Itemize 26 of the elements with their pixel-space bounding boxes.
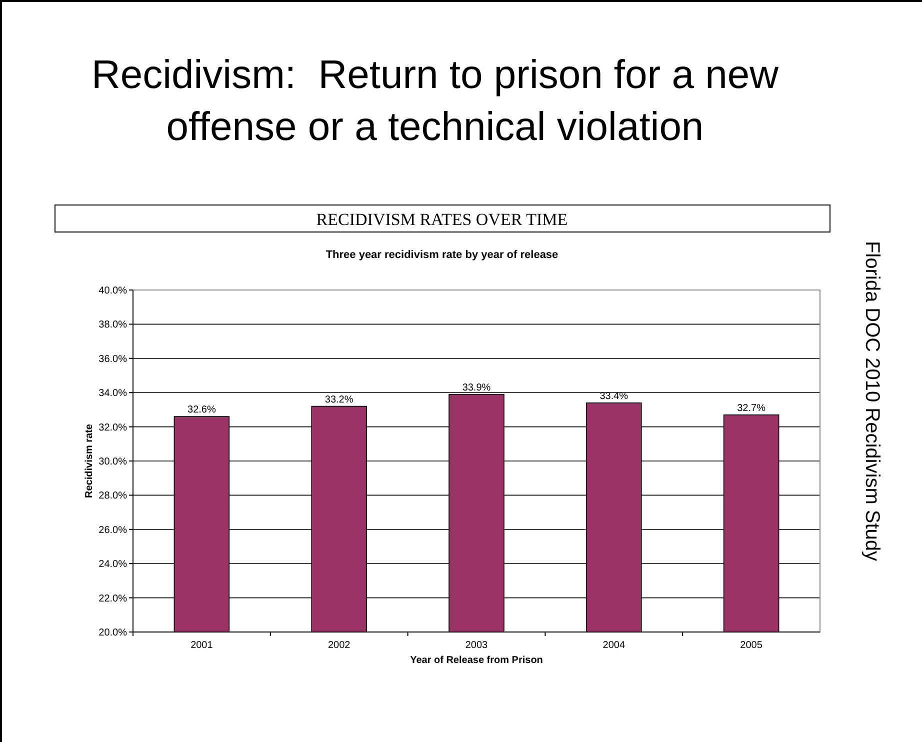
y-tick-label: 38.0% — [98, 320, 128, 331]
y-tick-label: 24.0% — [98, 559, 128, 570]
data-label: 32.7% — [737, 402, 766, 414]
y-tick-label: 28.0% — [98, 490, 128, 502]
y-tick-label: 32.0% — [98, 422, 128, 434]
data-label: 33.2% — [324, 394, 354, 406]
chart-title: Recidivism: Return to prison for a new offense or a technical violation — [92, 53, 779, 149]
x-tick-label: 2004 — [602, 640, 626, 651]
y-tick-label: 36.0% — [98, 354, 128, 365]
y-tick-label: 26.0% — [98, 524, 128, 536]
x-axis-title: Year of Release from Prison — [410, 655, 543, 666]
y-tick-label: 20.0% — [98, 628, 128, 638]
y-tick-label: 30.0% — [98, 456, 128, 468]
x-tick-label: 2001 — [190, 640, 214, 651]
text: Three year recidivism rate by year of release — [326, 249, 558, 261]
x-tick-label: 2005 — [740, 640, 763, 651]
y-tick-label: 40.0% — [98, 286, 128, 296]
x-tick-label: 2003 — [465, 640, 488, 651]
y-tick-label: 22.0% — [98, 593, 128, 604]
y-axis-title: Recidivism rate — [84, 424, 95, 498]
x-tick-label: 2002 — [328, 640, 351, 651]
data-label: 32.6% — [188, 404, 216, 416]
data-label: 33.9% — [462, 382, 491, 394]
text: Florida DOC 2010 Recidivism Study — [861, 240, 883, 562]
chart-subtitle: RECIDIVISM RATES OVER TIME — [316, 210, 568, 229]
y-tick-label: 34.0% — [98, 388, 128, 400]
